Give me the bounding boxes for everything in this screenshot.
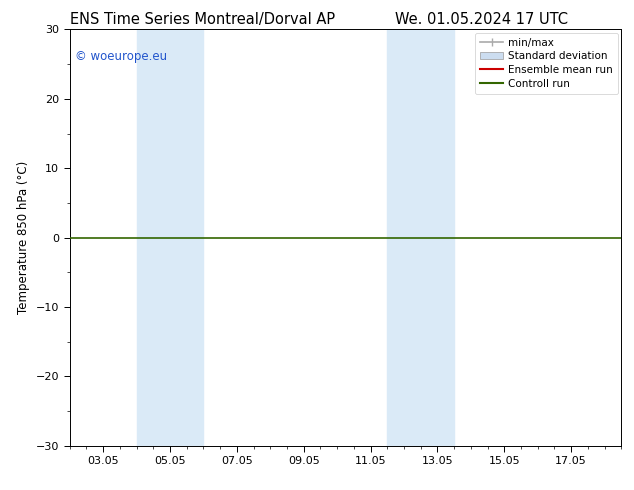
Text: © woeurope.eu: © woeurope.eu <box>75 50 167 63</box>
Y-axis label: Temperature 850 hPa (°C): Temperature 850 hPa (°C) <box>17 161 30 314</box>
Text: We. 01.05.2024 17 UTC: We. 01.05.2024 17 UTC <box>396 12 568 27</box>
Text: ENS Time Series Montreal/Dorval AP: ENS Time Series Montreal/Dorval AP <box>70 12 335 27</box>
Bar <box>136 29 204 446</box>
Bar <box>387 29 454 446</box>
Legend: min/max, Standard deviation, Ensemble mean run, Controll run: min/max, Standard deviation, Ensemble me… <box>475 32 618 94</box>
